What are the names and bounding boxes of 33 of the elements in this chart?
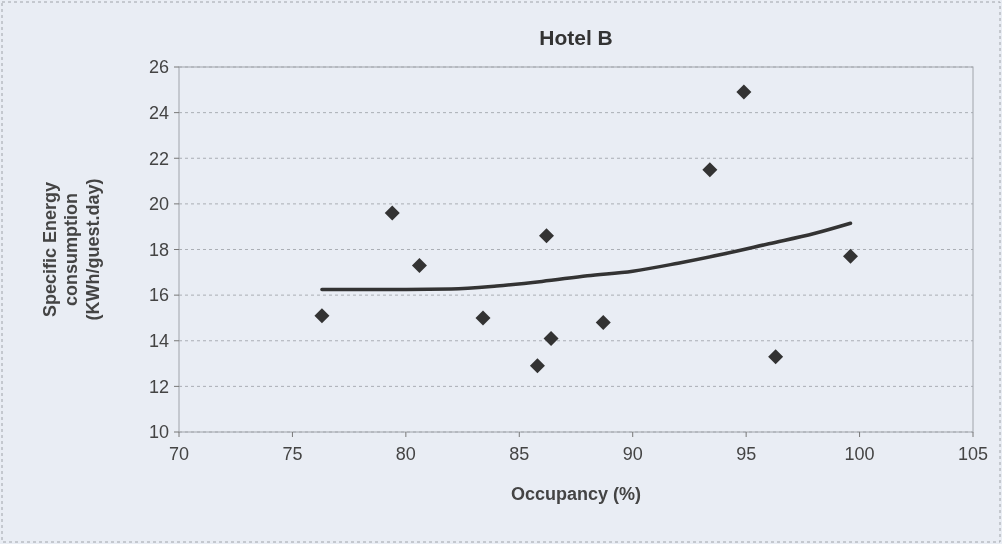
point: [529, 358, 545, 374]
y-tick-label: 10: [148, 422, 169, 443]
x-tick-label: 80: [395, 444, 416, 464]
y-tick-label: 16: [148, 285, 169, 306]
point: [475, 310, 491, 326]
y-tick-label: 24: [148, 102, 169, 123]
point: [543, 330, 559, 346]
y-tick-label: 22: [148, 148, 169, 169]
point: [843, 248, 858, 264]
y-axis-title: Specific Energy consumption (KWh/guest.day): [39, 178, 103, 321]
x-tick-label: 75: [282, 444, 303, 464]
chart-title: Hotel B: [539, 26, 613, 49]
x-tick-label: 100: [844, 444, 875, 464]
x-tick-label: 70: [168, 444, 190, 464]
y-tick-label: 14: [148, 331, 169, 352]
point: [411, 257, 427, 273]
x-tick-label: 90: [622, 444, 643, 464]
point: [702, 162, 718, 178]
y-tick-label: 12: [148, 376, 169, 397]
line-series: [320, 221, 853, 292]
point: [736, 84, 752, 100]
x-tick-label: 95: [736, 444, 757, 464]
point: [384, 205, 400, 221]
point: [595, 315, 611, 330]
x-axis-title: Occupancy (%): [510, 484, 642, 504]
y-tick-label: 20: [148, 194, 169, 215]
x-tick-label: 85: [509, 444, 530, 464]
point: [768, 349, 784, 365]
y-tick-label: 26: [148, 57, 169, 78]
point: [539, 228, 555, 244]
x-tick-label: 105: [957, 444, 989, 464]
point: [314, 308, 330, 324]
y-tick-label: 18: [148, 239, 169, 260]
